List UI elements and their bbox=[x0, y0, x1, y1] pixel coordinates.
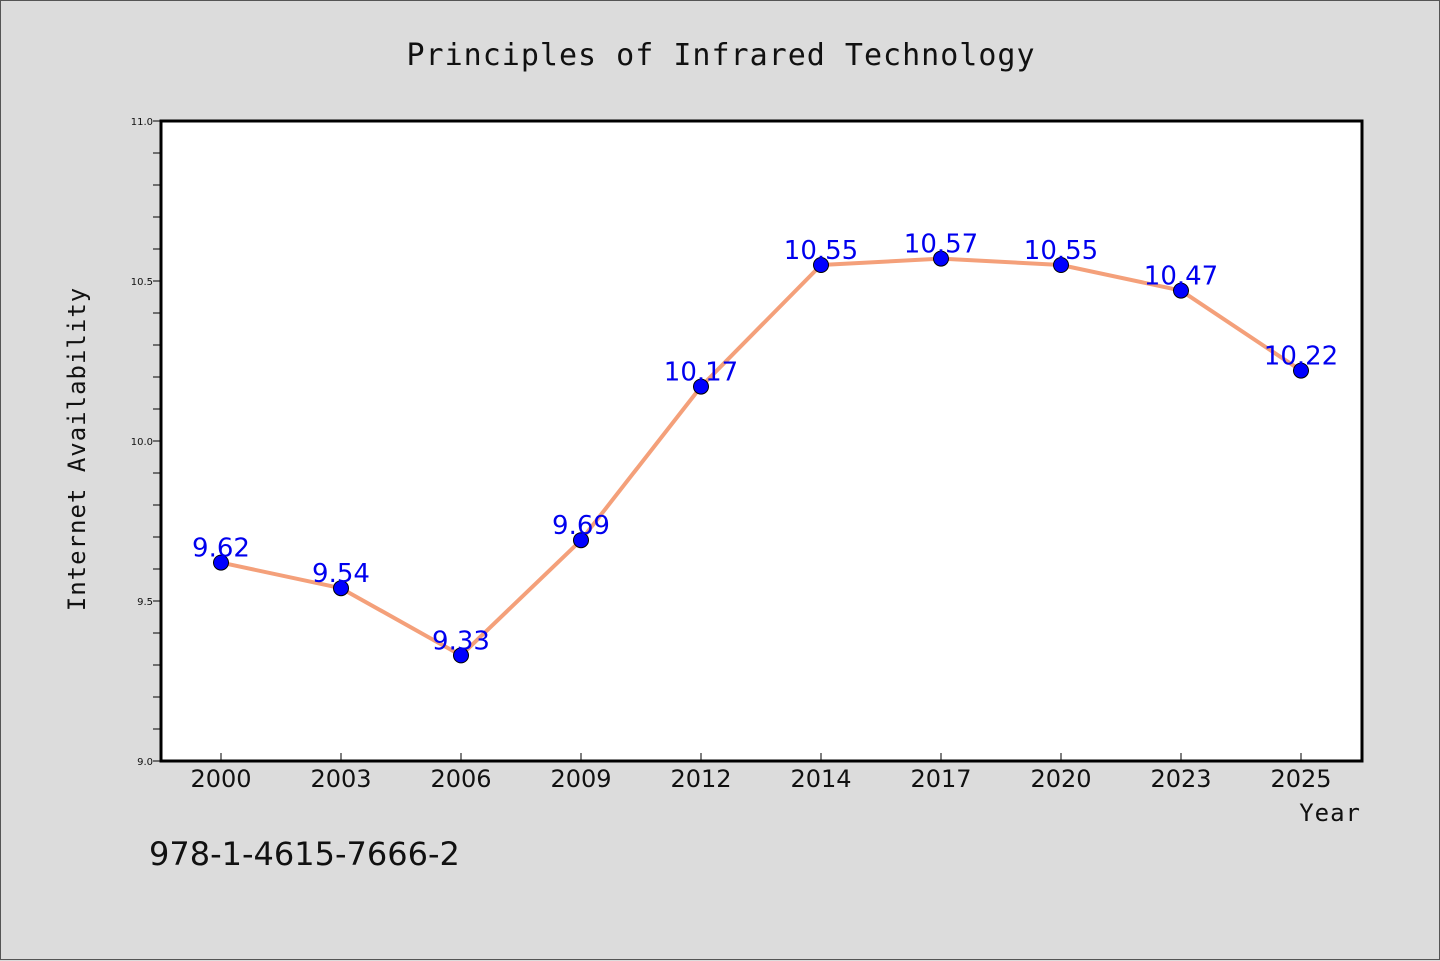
data-point bbox=[453, 647, 469, 664]
data-label: 10.55 bbox=[1024, 236, 1098, 266]
data-point bbox=[333, 580, 349, 597]
isbn-code: 978-1-4615-7666-2 bbox=[149, 835, 460, 873]
data-label: 10.55 bbox=[784, 236, 858, 266]
data-label-group: 9.62 9.54 9.33 9.69 10.17 10.55 10.57 10.55 10.4… bbox=[192, 230, 1338, 657]
data-point bbox=[573, 532, 589, 549]
data-point bbox=[1293, 362, 1309, 379]
data-point bbox=[813, 257, 829, 273]
data-label: 9.33 bbox=[432, 626, 490, 656]
data-label: 9.62 bbox=[192, 534, 250, 564]
data-point bbox=[933, 250, 949, 267]
y-tick-label: 9.5 bbox=[137, 597, 153, 608]
y-tick-label: 9.0 bbox=[137, 757, 153, 768]
data-label: 9.69 bbox=[552, 511, 610, 541]
data-label: 10.57 bbox=[904, 230, 978, 260]
x-tick-label: 2020 bbox=[1030, 765, 1091, 793]
series-group bbox=[213, 250, 1309, 664]
x-tick-label: 2000 bbox=[190, 765, 251, 793]
data-label: 10.17 bbox=[664, 358, 738, 388]
x-tick-label: 2025 bbox=[1270, 765, 1331, 793]
plot-area bbox=[159, 119, 1364, 763]
x-axis-label: Year bbox=[1299, 799, 1361, 827]
x-tick-label: 2023 bbox=[1150, 765, 1211, 793]
series-line bbox=[219, 256, 1303, 658]
x-tick-label: 2017 bbox=[910, 765, 971, 793]
x-tick-label: 2012 bbox=[670, 765, 731, 793]
x-tick-label: 2014 bbox=[790, 765, 851, 793]
data-point bbox=[213, 554, 229, 571]
x-tick-label: 2009 bbox=[550, 765, 611, 793]
y-tick-label: 10.5 bbox=[131, 277, 153, 288]
y-tick-label: 10.0 bbox=[131, 437, 153, 448]
chart-title: Principles of Infrared Technology bbox=[406, 38, 1035, 73]
data-point bbox=[1173, 282, 1189, 299]
y-axis-label: Internet Availability bbox=[63, 287, 91, 611]
x-tick-label: 2003 bbox=[310, 765, 371, 793]
x-axis: 2000 2003 2006 2009 2012 2014 2017 2020 2023 2025 bbox=[190, 753, 1332, 793]
data-point bbox=[693, 378, 709, 395]
y-tick-label: 11.0 bbox=[131, 117, 153, 128]
data-label: 10.22 bbox=[1264, 342, 1338, 372]
x-tick-label: 2006 bbox=[430, 765, 491, 793]
data-label: 9.54 bbox=[312, 559, 370, 589]
data-label: 10.47 bbox=[1144, 262, 1218, 292]
y-axis: 9.0 9.5 10.0 10.5 11.0 bbox=[131, 117, 161, 768]
data-point bbox=[1053, 257, 1069, 273]
